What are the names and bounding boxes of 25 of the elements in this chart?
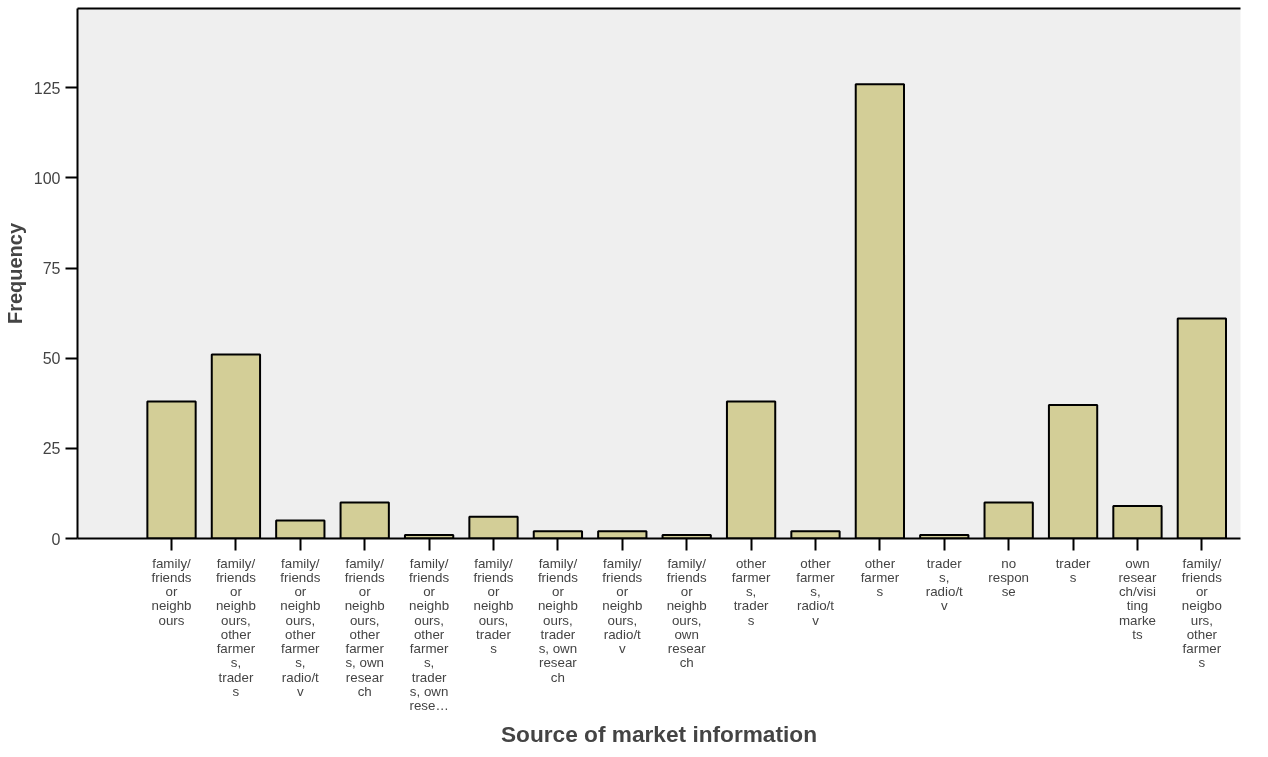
x-tick-label: family/ friends or neigbo urs, other farmer s xyxy=(1181,555,1223,671)
x-tick-label: other farmer s, radio/t v xyxy=(796,555,836,628)
x-tick-label: family/ friends or neighb ours, own resear ch xyxy=(666,555,708,671)
x-tick-label: trader s, radio/t v xyxy=(925,555,964,614)
x-axis-title: Source of market information xyxy=(501,721,817,747)
category-label: family/ friends or neighb ours, trader s, own resear ch xyxy=(537,555,578,685)
category-label: family/ friends or neighb ours, other farmer s, trader s xyxy=(215,555,256,699)
x-tick-label: own resear ch/visi ting marke ts xyxy=(1118,555,1157,642)
x-tick-label: other farmer s, trader s xyxy=(731,555,771,628)
y-tick-label: 125 xyxy=(33,79,61,97)
x-tick-label: family/ friends or neighb ours xyxy=(151,555,192,628)
y-tick-label: 100 xyxy=(33,169,61,187)
y-tick-label: 25 xyxy=(42,440,61,458)
x-tick-label: no respon se xyxy=(988,555,1030,599)
y-tick-label: 50 xyxy=(42,350,61,368)
x-tick-label: trader s xyxy=(1055,555,1092,585)
x-tick-label: family/ friends or neighb ours, radio/t v xyxy=(602,555,643,656)
y-tick-label: 0 xyxy=(51,530,61,548)
x-tick-label: other farmer s xyxy=(860,555,900,599)
x-tick-label: family/ friends or neighb ours, trader s xyxy=(473,555,514,656)
category-label: family/ friends or neighb ours, other farmer s, own resear ch xyxy=(344,555,385,699)
y-axis-title: Frequency xyxy=(3,222,26,325)
y-tick-label: 75 xyxy=(42,260,61,278)
category-label: family/ friends or neighb ours, other farmer s, trader s, own rese… xyxy=(409,555,450,713)
category-label: family/ friends or neighb ours, other farmer s, radio/t v xyxy=(280,555,321,699)
